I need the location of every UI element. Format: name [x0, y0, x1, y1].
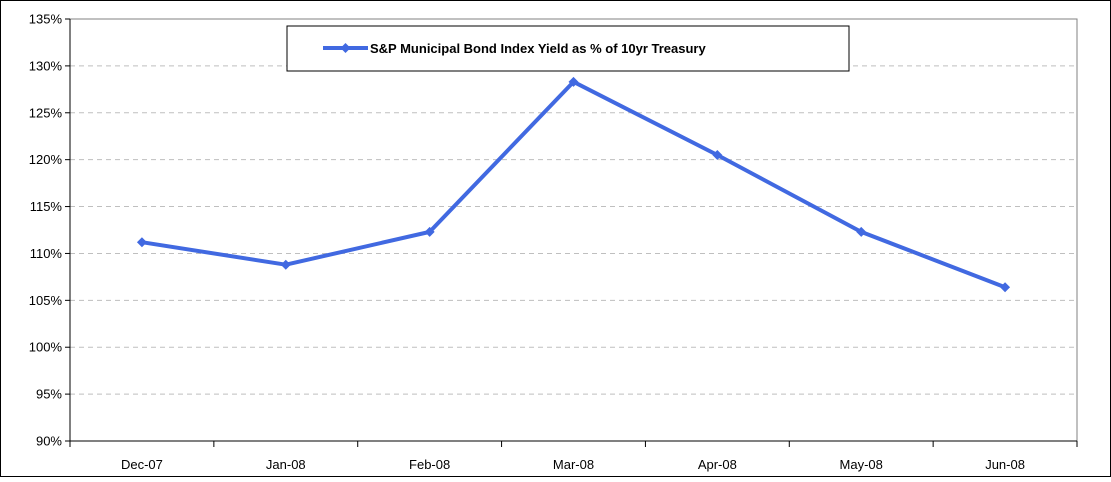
y-tick-label: 130% — [29, 58, 63, 73]
data-point — [280, 259, 291, 270]
data-point — [136, 237, 147, 248]
x-tick-label: Jun-08 — [985, 457, 1025, 472]
y-axis: 90% 95% 100% 105% 110% 115% 120% 125% 130% 135% — [29, 12, 71, 449]
x-tick-label: Apr-08 — [698, 457, 737, 472]
x-axis: Dec-07 Jan-08 Feb-08 Mar-08 Apr-08 May-08 Jun-… — [69, 440, 1078, 472]
x-tick-label: May-08 — [840, 457, 883, 472]
data-point — [424, 226, 435, 237]
data-point — [568, 76, 579, 87]
legend-box — [286, 25, 850, 72]
y-tick-label: 110% — [30, 246, 63, 261]
y-tick-label: 125% — [29, 105, 63, 120]
y-tick-label: 95% — [36, 387, 62, 402]
data-point — [856, 226, 867, 237]
gridlines — [70, 65, 1077, 395]
legend-label: S&P Municipal Bond Index Yield as % of 1… — [370, 41, 706, 56]
legend: S&P Municipal Bond Index Yield as % of 1… — [286, 25, 850, 72]
x-tick-label: Dec-07 — [121, 457, 163, 472]
x-tick-label: Jan-08 — [266, 457, 306, 472]
x-tick-label: Feb-08 — [409, 457, 450, 472]
series — [136, 76, 1011, 293]
legend-marker — [340, 43, 351, 53]
x-tick-label: Mar-08 — [553, 457, 594, 472]
y-tick-label: 120% — [29, 152, 63, 167]
data-point — [1000, 282, 1011, 293]
data-point — [712, 149, 723, 160]
y-tick-label: 100% — [29, 340, 63, 355]
y-tick-label: 90% — [36, 434, 62, 449]
y-tick-label: 105% — [29, 293, 63, 308]
y-tick-label: 135% — [29, 12, 63, 27]
y-tick-label: 115% — [30, 199, 63, 214]
